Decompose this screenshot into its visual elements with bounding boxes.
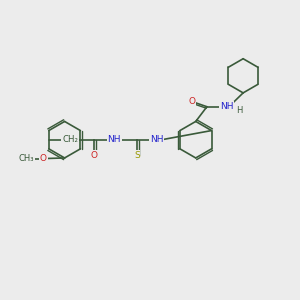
Text: O: O	[40, 154, 47, 163]
Text: NH: NH	[220, 102, 234, 111]
Text: O: O	[91, 151, 98, 160]
Text: CH₂: CH₂	[62, 135, 78, 144]
Text: NH: NH	[107, 135, 121, 144]
Text: S: S	[134, 151, 140, 160]
Text: NH: NH	[150, 135, 164, 144]
Text: H: H	[236, 106, 242, 115]
Text: O: O	[188, 97, 195, 106]
Text: CH₃: CH₃	[19, 154, 34, 163]
